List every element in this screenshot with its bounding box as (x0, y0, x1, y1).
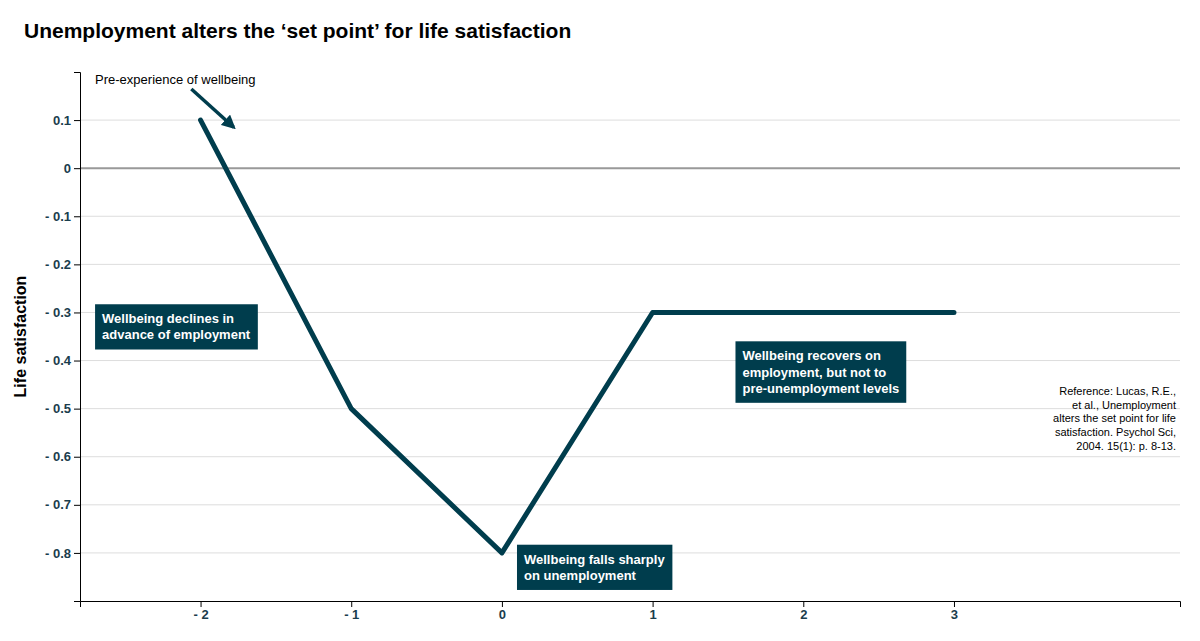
annotation: Wellbeing falls sharplyon unemployment (517, 545, 672, 590)
grid-line (80, 456, 1180, 457)
grid-line (80, 216, 1180, 217)
x-tick-label: 2 (800, 607, 807, 622)
y-tick-mark (74, 361, 80, 362)
x-tick-label: - 1 (344, 607, 359, 622)
annotation-box (95, 304, 258, 349)
grid-line (80, 360, 1180, 361)
y-tick-mark (74, 216, 80, 217)
y-tick-label: - 0.5 (45, 401, 71, 416)
chart-svg: Unemployment alters the ‘set point’ for … (0, 0, 1200, 641)
x-tick-mark (954, 601, 955, 607)
grid-line (80, 264, 1180, 265)
x-tick-mark (351, 601, 352, 607)
x-tick: 0 (499, 601, 506, 622)
y-tick-mark (74, 168, 80, 169)
data-line (201, 120, 954, 553)
y-axis-title: Life satisfaction (12, 276, 29, 398)
annotation-arrow (191, 89, 233, 127)
y-tick: - 0.6 (45, 449, 80, 464)
x-tick: 1 (649, 601, 656, 622)
annotation-text: Wellbeing falls sharplyon unemployment (524, 552, 665, 583)
grid-line (80, 504, 1180, 505)
y-tick-mark (74, 505, 80, 506)
annotation-text: Wellbeing recovers onemployment, but not… (742, 348, 899, 396)
y-tick-label: - 0.7 (45, 497, 71, 512)
chart-title: Unemployment alters the ‘set point’ for … (24, 19, 571, 42)
annotation: Pre-experience of wellbeing (95, 72, 255, 127)
annotation: Reference: Lucas, R.E.,et al., Unemploym… (1053, 385, 1176, 452)
grid-line (80, 408, 1180, 409)
y-tick-mark (74, 409, 80, 410)
y-tick: - 0.2 (45, 257, 80, 272)
y-tick-label: - 0.8 (45, 546, 71, 561)
annotations: Pre-experience of wellbeing Wellbeing dec… (95, 72, 1176, 590)
reference-text: Reference: Lucas, R.E.,et al., Unemploym… (1053, 385, 1176, 452)
plot-area (201, 120, 954, 553)
y-tick-label: - 0.1 (45, 209, 71, 224)
x-tick: 3 (951, 601, 958, 622)
annotation: Wellbeing recovers onemployment, but not… (735, 341, 906, 403)
x-axis: - 2 - 1 0 1 2 3 (81, 601, 1181, 622)
y-tick: - 0.7 (45, 497, 80, 512)
x-tick-label: 0 (499, 607, 506, 622)
y-tick-label: - 0.3 (45, 305, 71, 320)
y-tick-mark (74, 120, 80, 121)
y-axis: 0.1 0 - 0.1 - 0.2 - 0.3 - 0.4 - 0.5 - 0.6 - 0.7 -… (45, 73, 81, 602)
grid (80, 120, 1180, 553)
y-tick: - 0.4 (45, 353, 80, 368)
y-tick: - 0.3 (45, 305, 80, 320)
x-tick-mark (502, 601, 503, 607)
y-tick: - 0.1 (45, 209, 80, 224)
y-tick: - 0.8 (45, 546, 80, 561)
y-axis-line (74, 73, 81, 602)
y-tick-label: 0.1 (53, 113, 71, 128)
x-tick-label: - 2 (193, 607, 208, 622)
x-tick-label: 3 (951, 607, 958, 622)
annotation-box (735, 341, 906, 403)
annotation: Wellbeing declines inadvance of employme… (95, 304, 258, 349)
x-tick-label: 1 (649, 607, 656, 622)
y-tick-label: 0 (64, 161, 71, 176)
y-tick-mark (74, 264, 80, 265)
x-tick: - 2 (193, 601, 208, 622)
y-tick-label: - 0.2 (45, 257, 71, 272)
grid-line (80, 120, 1180, 121)
annotation-label: Pre-experience of wellbeing (95, 72, 255, 87)
y-tick: 0.1 (53, 113, 80, 128)
x-tick: - 1 (344, 601, 359, 622)
y-tick: 0 (64, 161, 80, 176)
y-tick: - 0.5 (45, 401, 80, 416)
annotation-text: Wellbeing declines inadvance of employme… (102, 311, 251, 342)
y-tick-mark (74, 553, 80, 554)
annotation-box (517, 545, 672, 590)
y-tick-mark (74, 457, 80, 458)
grid-line (80, 167, 1180, 169)
x-tick-mark (653, 601, 654, 607)
x-tick: 2 (800, 601, 807, 622)
x-axis-line (81, 602, 1181, 608)
y-tick-label: - 0.4 (45, 353, 72, 368)
y-tick-mark (74, 312, 80, 313)
x-tick-mark (803, 601, 804, 607)
x-tick-mark (201, 601, 202, 607)
y-tick-label: - 0.6 (45, 449, 71, 464)
